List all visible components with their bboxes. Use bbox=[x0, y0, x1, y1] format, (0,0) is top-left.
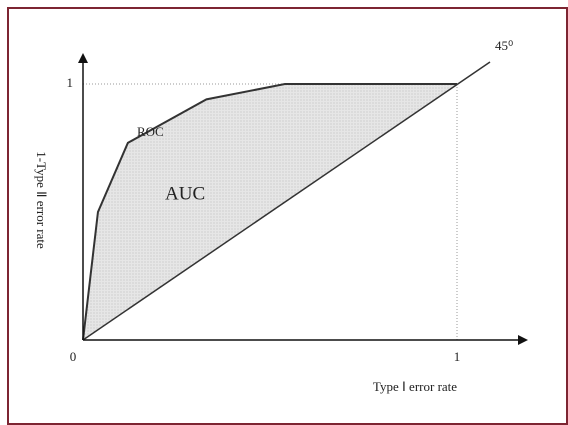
frame bbox=[7, 7, 568, 425]
y-tick-label: 1 bbox=[67, 75, 74, 90]
x-axis-label: Type Ⅰ error rate bbox=[373, 379, 457, 394]
fill-label: AUC bbox=[165, 183, 205, 204]
y-axis-label: 1-Type Ⅱ error rate bbox=[34, 151, 49, 249]
roc-line bbox=[82, 83, 457, 341]
x-tick-label: 0 bbox=[70, 349, 77, 364]
reference-label: 45⁰ bbox=[495, 38, 513, 53]
series-label: ROC bbox=[137, 124, 164, 139]
x-tick-label: 1 bbox=[454, 349, 461, 364]
reference-line bbox=[82, 61, 491, 341]
